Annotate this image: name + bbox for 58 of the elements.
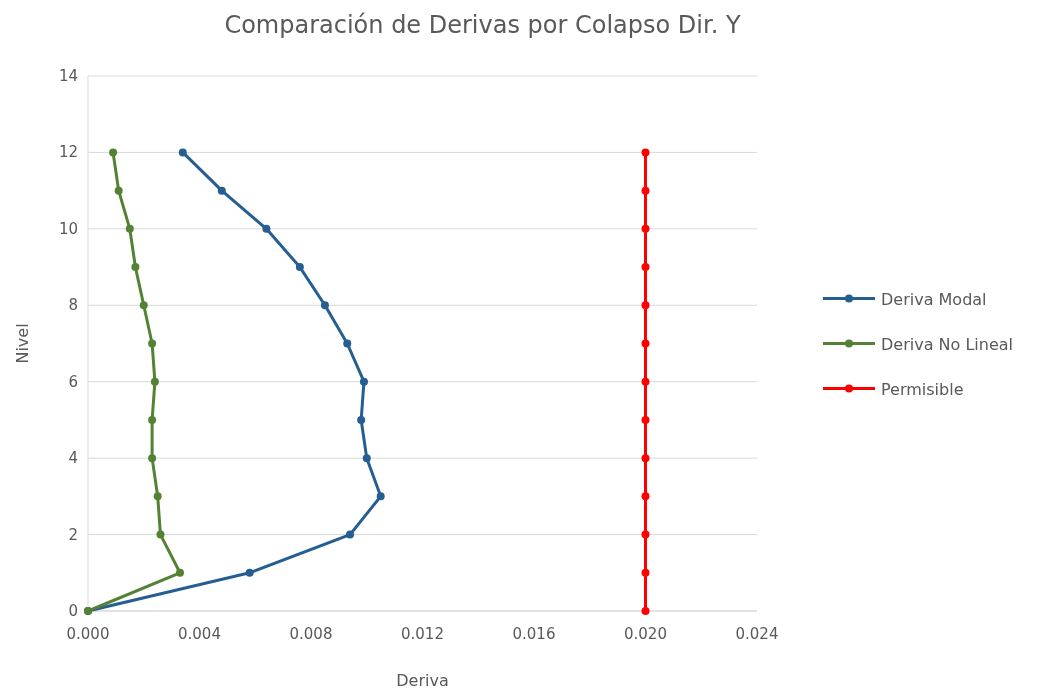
y-axis-title: Nivel bbox=[13, 323, 32, 364]
legend-label: Deriva Modal bbox=[881, 289, 987, 309]
point bbox=[641, 263, 650, 272]
point bbox=[295, 263, 304, 272]
point bbox=[641, 186, 650, 195]
point bbox=[641, 339, 650, 348]
point bbox=[114, 186, 123, 195]
point bbox=[156, 530, 165, 539]
point bbox=[376, 492, 385, 501]
point bbox=[359, 377, 368, 386]
point bbox=[641, 454, 650, 463]
point bbox=[175, 568, 184, 577]
point bbox=[153, 492, 162, 501]
point bbox=[148, 415, 157, 424]
point bbox=[320, 301, 329, 310]
point bbox=[139, 301, 148, 310]
x-tick-label: 0.016 bbox=[512, 625, 556, 643]
point bbox=[362, 454, 371, 463]
x-tick-label: 0.012 bbox=[401, 625, 444, 643]
y-tick-label: 12 bbox=[58, 143, 78, 162]
point bbox=[148, 454, 157, 463]
point bbox=[346, 530, 355, 539]
point bbox=[641, 568, 650, 577]
legend-label: Permisible bbox=[881, 379, 964, 399]
chart-title: Comparación de Derivas por Colapso Dir. Y bbox=[224, 11, 741, 39]
x-tick-label: 0.024 bbox=[735, 625, 779, 643]
point bbox=[641, 530, 650, 539]
x-tick-label: 0.000 bbox=[66, 625, 110, 643]
point bbox=[148, 339, 157, 348]
x-tick-label: 0.020 bbox=[624, 625, 667, 643]
y-tick-label: 8 bbox=[68, 296, 78, 315]
legend-label: Deriva No Lineal bbox=[881, 334, 1013, 354]
y-tick-label: 2 bbox=[68, 525, 78, 544]
point bbox=[343, 339, 352, 348]
point bbox=[641, 492, 650, 501]
y-tick-label: 14 bbox=[58, 67, 78, 85]
y-tick-label: 10 bbox=[58, 219, 78, 238]
point bbox=[109, 148, 118, 157]
point bbox=[245, 568, 254, 577]
point bbox=[131, 263, 140, 272]
point bbox=[641, 224, 650, 233]
y-tick-label: 0 bbox=[68, 602, 78, 620]
x-axis-title: Deriva bbox=[396, 671, 449, 690]
point bbox=[125, 224, 134, 233]
point bbox=[262, 224, 271, 233]
point bbox=[217, 186, 226, 195]
point bbox=[641, 377, 650, 386]
point bbox=[178, 148, 187, 157]
point bbox=[357, 415, 366, 424]
point bbox=[641, 148, 650, 157]
point bbox=[641, 607, 650, 615]
y-tick-label: 6 bbox=[68, 372, 78, 391]
x-tick-label: 0.004 bbox=[178, 625, 221, 643]
point bbox=[150, 377, 159, 386]
point bbox=[641, 415, 650, 424]
y-tick-label: 4 bbox=[68, 449, 78, 468]
x-tick-label: 0.008 bbox=[289, 625, 333, 643]
point bbox=[641, 301, 650, 310]
